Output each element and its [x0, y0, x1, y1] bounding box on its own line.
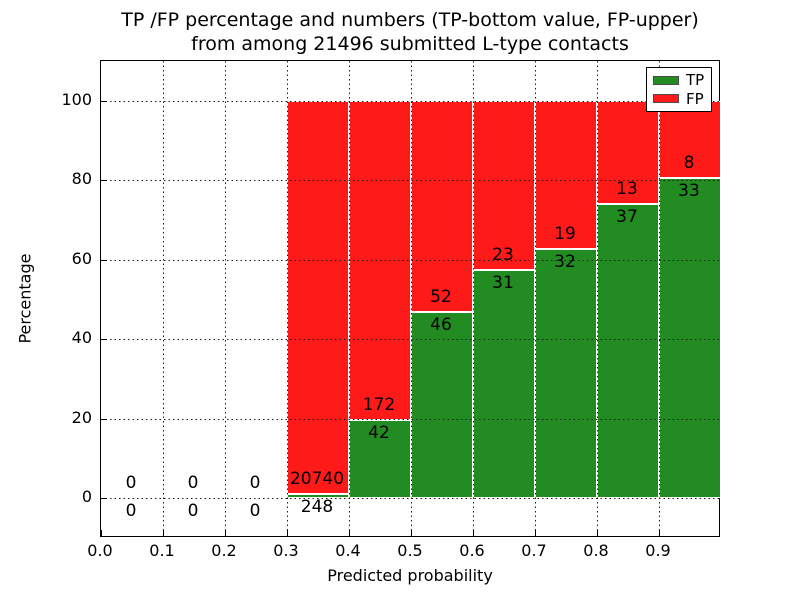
fp-count-label: 172: [362, 395, 396, 416]
y-tick-mark: [101, 259, 107, 261]
y-tick-label: 20: [71, 407, 92, 427]
legend: TP FP: [646, 67, 712, 112]
tp-bar: [473, 270, 535, 499]
legend-label-tp: TP: [686, 71, 705, 90]
x-tick-mark: [287, 530, 288, 536]
fp-bar: [287, 100, 349, 494]
x-tick-label: 0.1: [149, 541, 175, 560]
gridline-horizontal: [101, 339, 719, 341]
tp-count-label: 33: [678, 181, 700, 202]
y-tick-label: 0: [81, 487, 92, 507]
chart-title-line1: TP /FP percentage and numbers (TP-bottom…: [121, 9, 699, 31]
gridline-horizontal: [101, 100, 719, 102]
y-tick-mark: [101, 498, 107, 500]
legend-label-fp: FP: [686, 89, 704, 108]
y-tick-mark: [101, 180, 107, 182]
tp-count-label: 32: [554, 251, 576, 272]
tp-bar: [597, 204, 659, 499]
fp-bar: [473, 100, 535, 271]
x-tick-label: 0.7: [521, 541, 547, 560]
legend-item-tp: TP: [653, 72, 705, 88]
gridline-vertical: [473, 61, 474, 536]
gridline-vertical: [163, 61, 164, 536]
fp-bar: [411, 100, 473, 312]
y-tick-label: 100: [61, 89, 92, 109]
x-tick-label: 0.3: [273, 541, 299, 560]
x-tick-mark: [659, 530, 660, 536]
fp-count-label: 20740: [289, 468, 345, 489]
gridline-horizontal: [101, 498, 719, 500]
tp-count-label: 37: [616, 207, 638, 228]
y-tick-mark: [101, 418, 107, 420]
gridline-vertical: [349, 61, 350, 536]
x-tick-label: 0.5: [397, 541, 423, 560]
tp-count-label: 46: [430, 314, 452, 335]
tp-bar: [349, 420, 411, 499]
fp-count-label: 8: [683, 153, 695, 174]
gridline-vertical: [287, 61, 288, 536]
x-tick-mark: [101, 530, 102, 536]
x-tick-mark: [349, 530, 350, 536]
x-tick-label: 0.0: [87, 541, 113, 560]
gridline-vertical: [597, 61, 598, 536]
y-tick-label: 40: [71, 328, 92, 348]
x-tick-mark: [163, 530, 164, 536]
gridline-horizontal: [101, 259, 719, 261]
y-tick-label: 80: [71, 169, 92, 189]
gridline-vertical: [659, 61, 660, 536]
chart-title: TP /FP percentage and numbers (TP-bottom…: [100, 8, 720, 56]
x-tick-mark: [597, 530, 598, 536]
gridline-vertical: [535, 61, 536, 536]
gridline-horizontal: [101, 418, 719, 420]
fp-count-label: 23: [492, 245, 514, 266]
gridline-horizontal: [101, 180, 719, 182]
tp-count-label: 248: [300, 496, 334, 517]
x-tick-mark: [473, 530, 474, 536]
fp-bar: [659, 100, 721, 179]
x-tick-mark: [225, 530, 226, 536]
x-tick-mark: [411, 530, 412, 536]
x-tick-label: 0.6: [459, 541, 485, 560]
x-tick-label: 0.2: [211, 541, 237, 560]
tp-bar: [535, 248, 597, 499]
fp-count-label: 13: [616, 179, 638, 200]
x-tick-mark: [535, 530, 536, 536]
y-tick-mark: [101, 339, 107, 341]
legend-item-fp: FP: [653, 91, 705, 107]
x-tick-label: 0.9: [645, 541, 671, 560]
tp-count-label: 0: [187, 501, 199, 522]
fp-count-label: 0: [125, 473, 137, 494]
tp-count-label: 0: [249, 501, 261, 522]
y-axis-label: Percentage: [15, 253, 35, 344]
chart-title-line2: from among 21496 submitted L-type contac…: [191, 33, 629, 55]
fp-count-label: 0: [187, 473, 199, 494]
y-tick-label: 60: [71, 248, 92, 268]
fp-count-label: 52: [430, 286, 452, 307]
tp-count-label: 31: [492, 273, 514, 294]
tp-count-label: 42: [368, 423, 390, 444]
x-tick-label: 0.4: [335, 541, 361, 560]
x-axis-label: Predicted probability: [327, 566, 493, 585]
tp-count-label: 0: [125, 501, 137, 522]
fp-count-label: 19: [554, 223, 576, 244]
x-tick-label: 0.8: [583, 541, 609, 560]
gridline-vertical: [225, 61, 226, 536]
fp-count-label: 0: [249, 473, 261, 494]
plot-area: [100, 60, 721, 537]
fp-color-swatch: [653, 94, 679, 104]
tp-color-swatch: [653, 75, 679, 85]
gridline-vertical: [411, 61, 412, 536]
y-tick-mark: [101, 100, 107, 102]
tp-bar: [659, 178, 721, 499]
